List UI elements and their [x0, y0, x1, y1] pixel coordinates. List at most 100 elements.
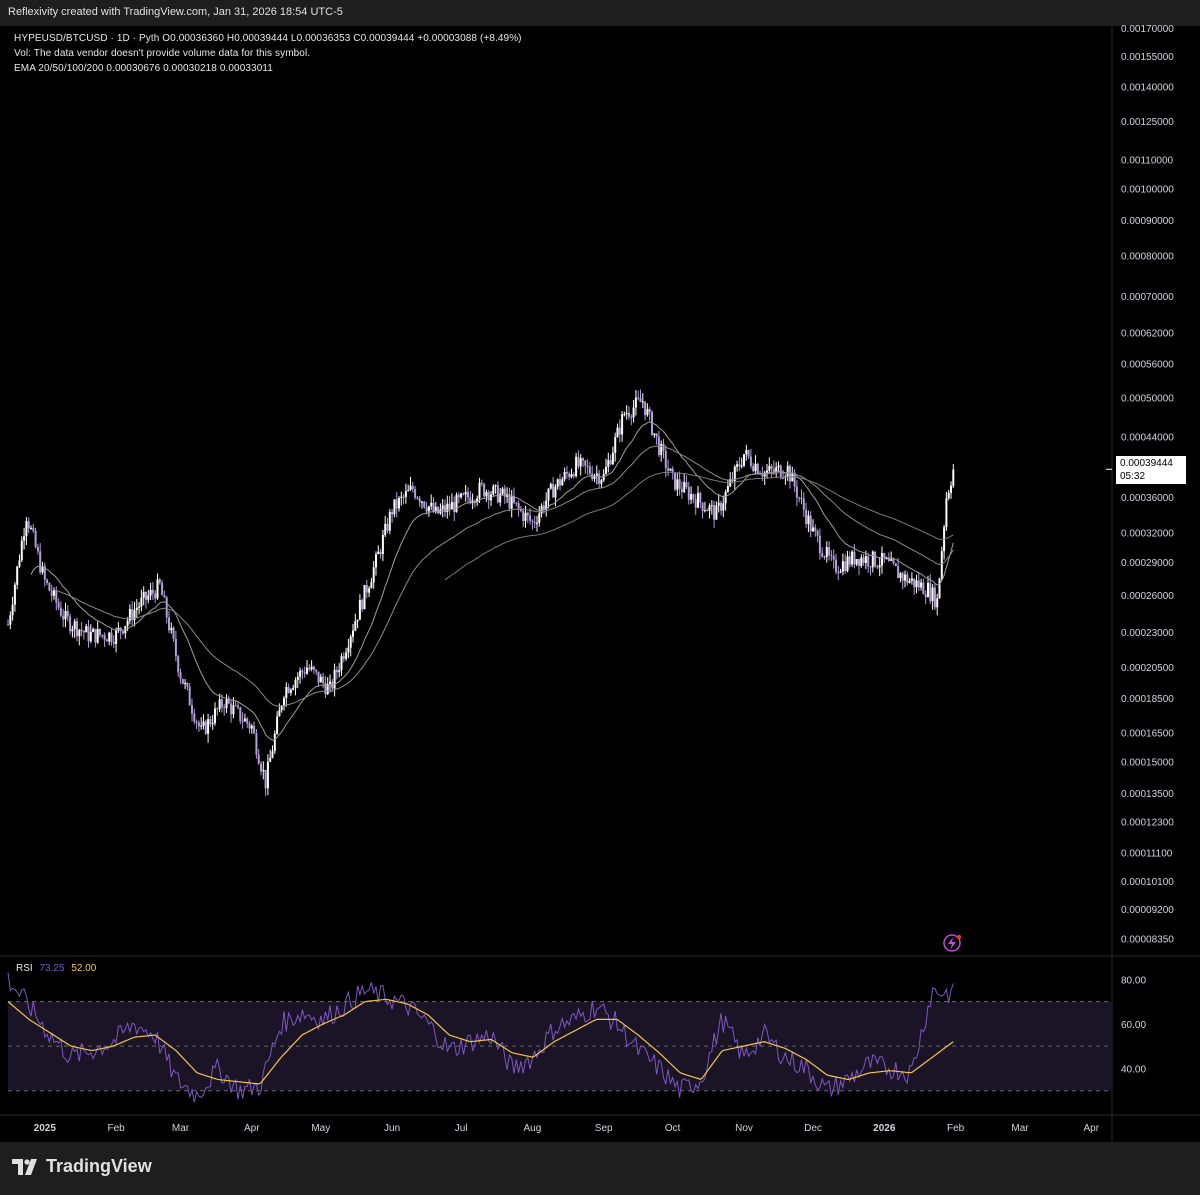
- candle-body: [565, 472, 568, 474]
- candle-body: [145, 591, 147, 600]
- candle-body: [248, 723, 251, 729]
- candle-body: [400, 496, 403, 499]
- price-tick-label: 0.00125000: [1121, 117, 1174, 128]
- candle-body: [724, 491, 727, 504]
- ema-100-line: [444, 471, 954, 581]
- rsi-legend[interactable]: RSI 73.25 52.00: [16, 963, 96, 974]
- candle-body: [846, 556, 849, 572]
- candle-body: [310, 666, 313, 670]
- ema-legend[interactable]: EMA 20/50/100/200 0.00030676 0.00030218 …: [14, 63, 273, 74]
- time-tick-label: Jun: [384, 1123, 400, 1134]
- candle-body: [184, 682, 187, 684]
- tradingview-logo-icon: [12, 1158, 37, 1175]
- candle-body: [545, 500, 548, 510]
- candle-body: [485, 492, 488, 497]
- time-tick-label: Mar: [172, 1123, 190, 1134]
- candle-body: [947, 492, 950, 499]
- candle-body: [188, 686, 191, 706]
- candles: [7, 389, 955, 796]
- candle-body: [630, 416, 633, 418]
- candle-body: [78, 629, 81, 637]
- candle-body: [881, 553, 883, 566]
- candle-body: [749, 456, 752, 467]
- candle-body: [193, 713, 196, 722]
- candle-body: [743, 454, 745, 466]
- candle-body: [726, 486, 729, 492]
- candle-body: [423, 501, 426, 508]
- candle-body: [322, 676, 325, 684]
- candle-body: [777, 465, 780, 468]
- candle-body: [933, 587, 936, 608]
- candle-body: [950, 485, 952, 493]
- candle-body: [278, 709, 281, 717]
- candle-body: [478, 482, 481, 499]
- candle-body: [938, 578, 941, 599]
- candle-body: [715, 505, 718, 520]
- candle-body: [487, 492, 490, 501]
- candle-body: [720, 502, 722, 511]
- candle-body: [395, 499, 398, 509]
- candle-body: [147, 595, 150, 600]
- candle-body: [370, 582, 373, 589]
- price-tick-label: 0.00090000: [1121, 216, 1174, 227]
- candle-body: [200, 725, 203, 727]
- candle-body: [156, 579, 159, 599]
- candle-body: [634, 397, 637, 408]
- candle-body: [464, 492, 467, 495]
- candle-body: [657, 436, 660, 456]
- candle-body: [559, 479, 561, 486]
- candle-body: [662, 443, 665, 451]
- price-tick-label: 0.00010100: [1121, 877, 1174, 888]
- candle-body: [621, 414, 624, 435]
- candle-body: [260, 763, 262, 772]
- candle-body: [816, 530, 819, 536]
- candle-body: [667, 468, 670, 471]
- candle-body: [372, 567, 375, 583]
- candle-body: [315, 669, 318, 672]
- candle-body: [533, 521, 536, 524]
- candle-body: [209, 719, 212, 725]
- candle-body: [745, 450, 748, 455]
- candle-body: [214, 708, 216, 724]
- candle-body: [772, 468, 775, 472]
- candle-body: [216, 708, 219, 710]
- candle-body: [871, 551, 874, 568]
- candle-body: [519, 508, 522, 511]
- candle-body: [76, 621, 78, 637]
- symbol-legend[interactable]: HYPEUSD/BTCUSD · 1D · Pyth O0.00036360 H…: [14, 33, 522, 44]
- candle-body: [841, 561, 844, 572]
- candle-body: [16, 566, 19, 585]
- candle-body: [473, 500, 476, 502]
- candle-body: [381, 535, 384, 554]
- candle-body: [115, 630, 118, 644]
- candle-body: [257, 754, 260, 764]
- tradingview-logo: TradingView: [12, 1156, 152, 1177]
- candle-body: [255, 733, 258, 755]
- candle-body: [920, 582, 923, 588]
- candle-body: [904, 574, 906, 581]
- candle-body: [931, 587, 934, 602]
- candle-body: [733, 466, 736, 482]
- candle-body: [375, 554, 377, 568]
- candle-body: [761, 474, 764, 477]
- candle-body: [218, 699, 221, 710]
- candle-body: [717, 502, 720, 506]
- volume-legend: Vol: The data vendor doesn't provide vol…: [14, 48, 311, 59]
- candle-body: [480, 482, 483, 484]
- time-tick-label: Nov: [735, 1123, 753, 1134]
- candle-body: [747, 450, 750, 457]
- candle-body: [174, 639, 177, 657]
- candle-body: [457, 494, 460, 498]
- price-tick-label: 0.00080000: [1121, 252, 1174, 263]
- candle-body: [936, 598, 939, 608]
- candle-body: [53, 590, 55, 596]
- candle-body: [36, 546, 39, 552]
- price-tick-label: 0.00110000: [1121, 155, 1174, 166]
- candle-body: [625, 412, 628, 414]
- candle-body: [660, 443, 663, 456]
- candle-body: [377, 551, 380, 555]
- time-tick-label: 2026: [873, 1123, 896, 1134]
- candle-body: [11, 604, 14, 616]
- candle-body: [46, 579, 49, 583]
